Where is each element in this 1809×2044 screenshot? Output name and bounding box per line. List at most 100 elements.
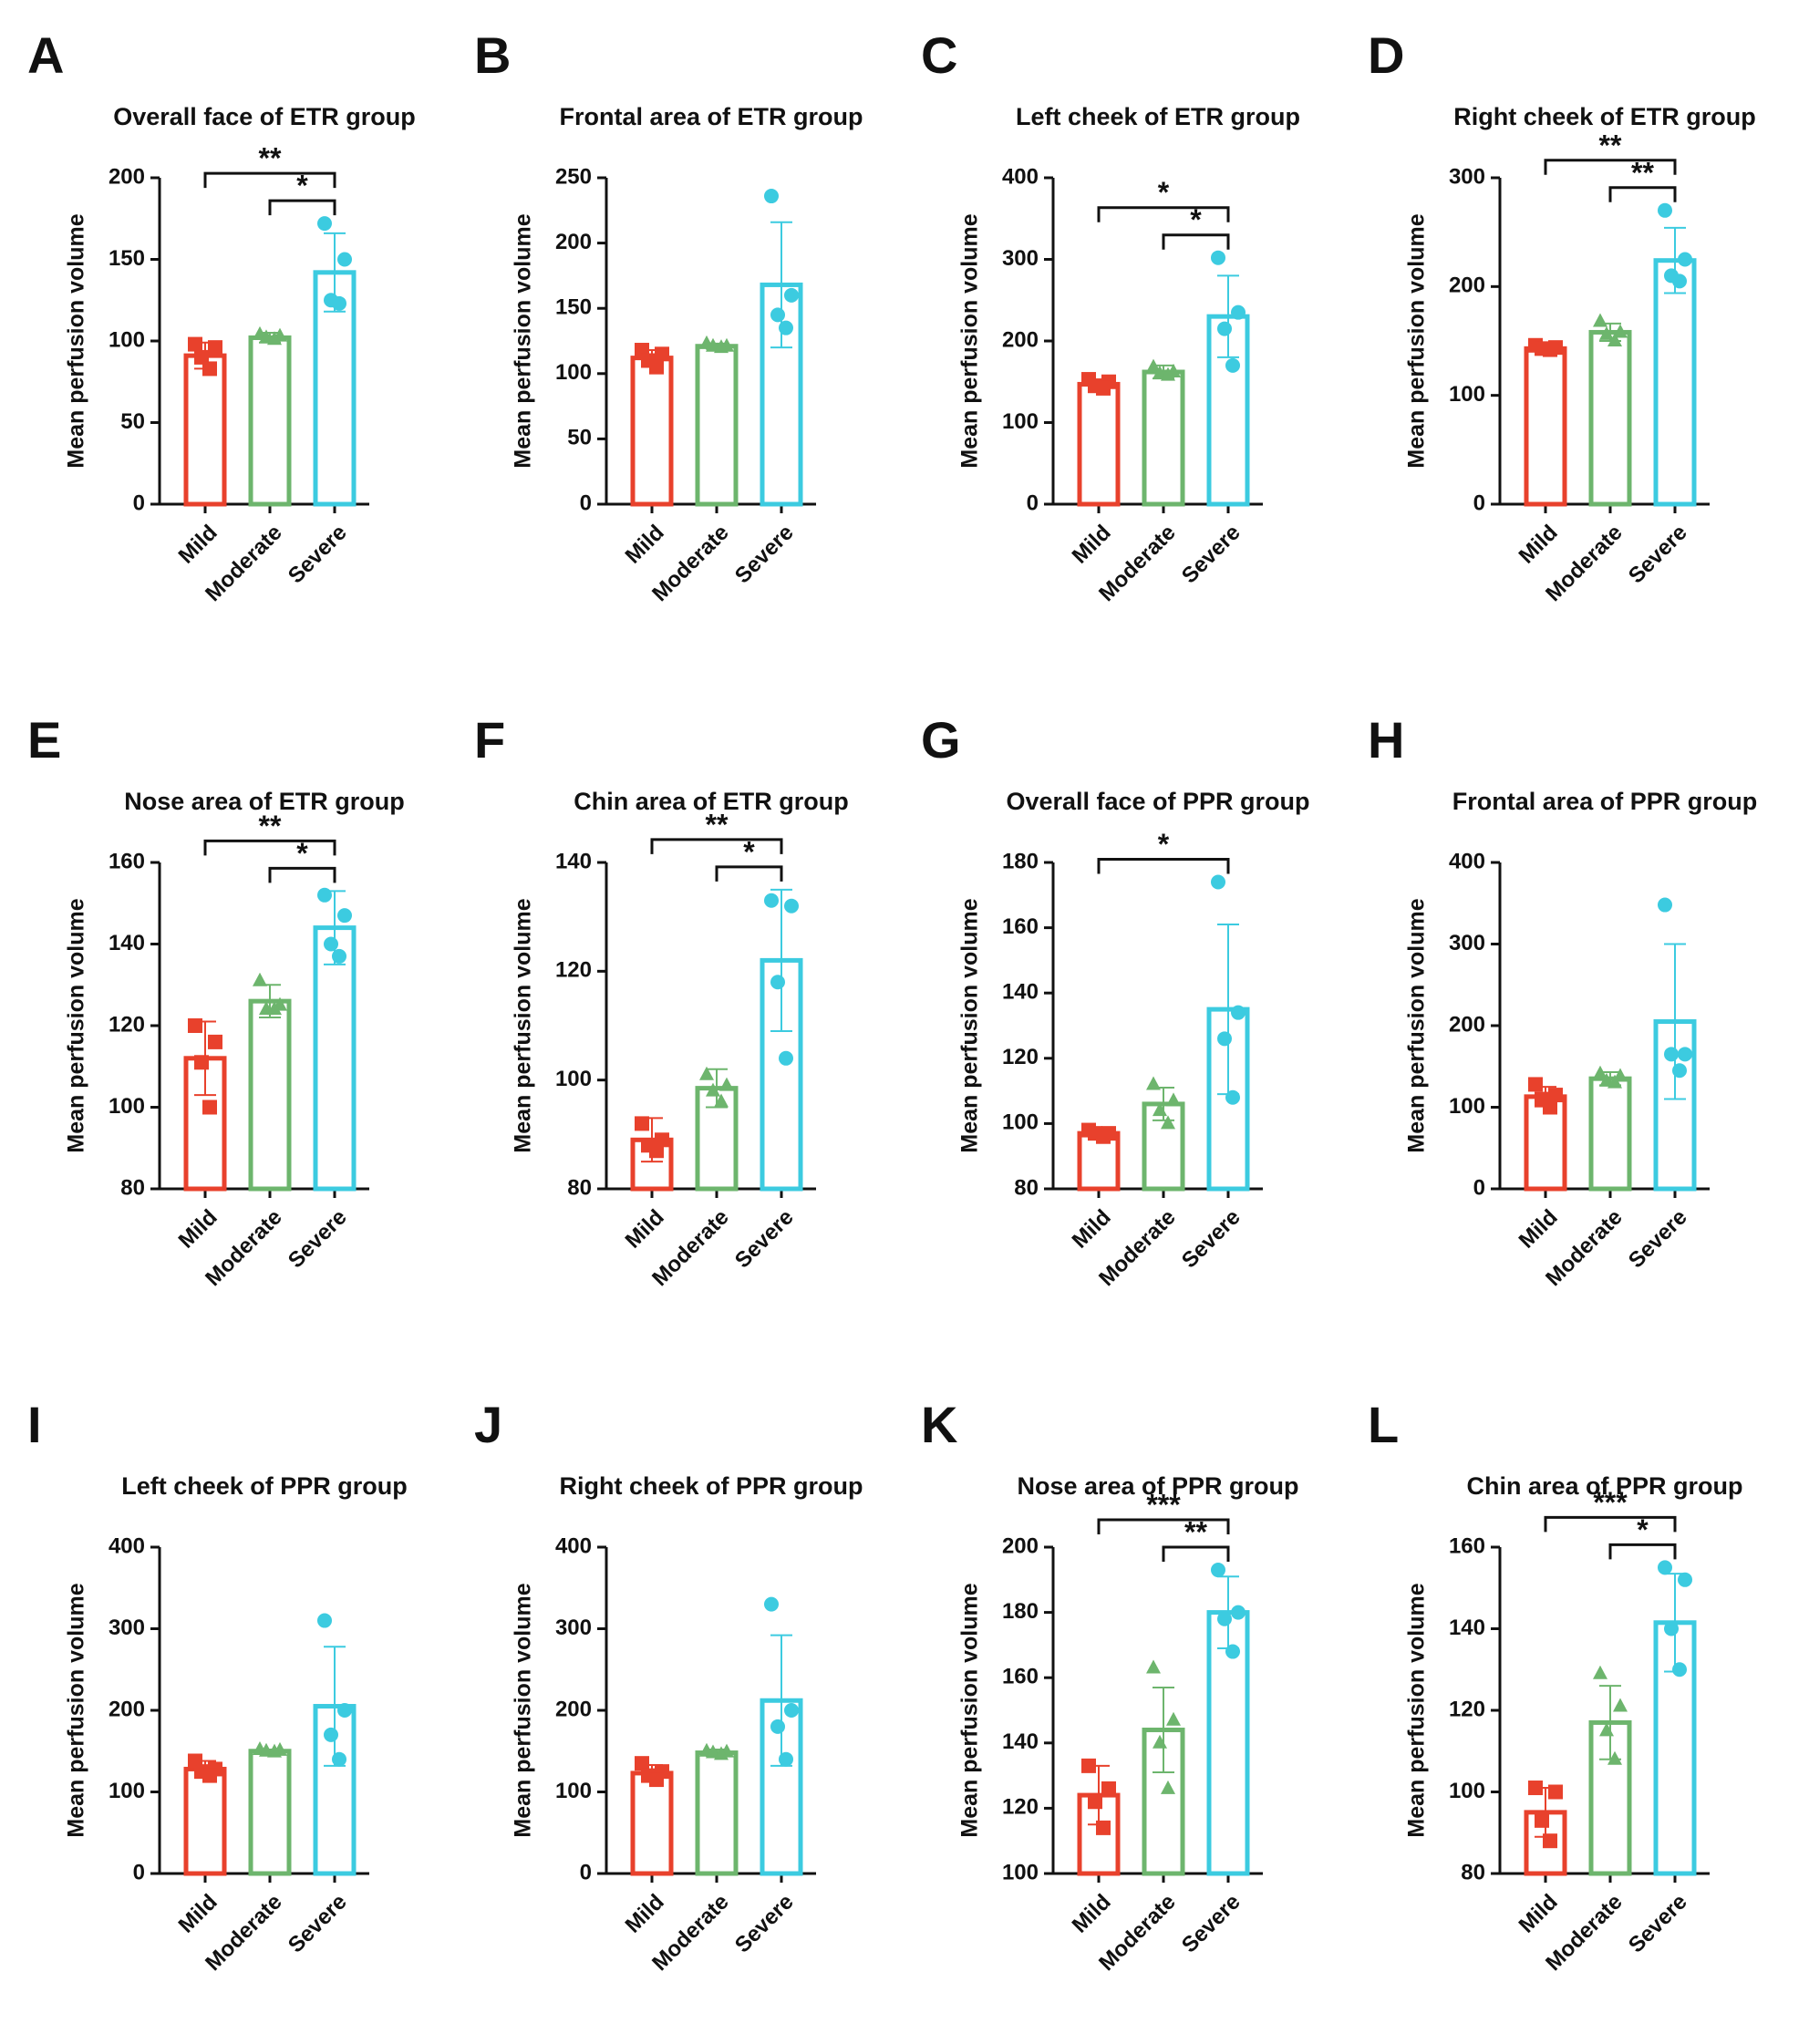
x-tick-label: Severe bbox=[1177, 1890, 1246, 1958]
y-tick-label: 300 bbox=[109, 1616, 145, 1640]
panel-letter: K bbox=[921, 1396, 957, 1453]
chart-title: Right cheek of ETR group bbox=[1453, 103, 1756, 130]
data-point bbox=[649, 1143, 664, 1159]
significance-label: *** bbox=[1146, 1489, 1181, 1522]
y-tick-label: 0 bbox=[1027, 490, 1039, 515]
panel-letter: A bbox=[27, 26, 64, 84]
bar bbox=[183, 1766, 227, 1876]
chart-title: Frontal area of ETR group bbox=[559, 103, 863, 130]
data-point bbox=[1096, 1129, 1111, 1144]
data-point bbox=[1161, 1780, 1175, 1794]
y-tick-label: 200 bbox=[1449, 1012, 1485, 1037]
data-point bbox=[714, 1746, 729, 1760]
data-point bbox=[1593, 1065, 1607, 1079]
significance-bracket bbox=[1544, 1515, 1677, 1533]
data-point bbox=[1096, 1820, 1111, 1835]
significance-bracket bbox=[1097, 1518, 1230, 1535]
data-point bbox=[1548, 1088, 1563, 1103]
significance-label: * bbox=[1190, 203, 1202, 236]
x-tick-label: Severe bbox=[730, 1205, 799, 1274]
data-point bbox=[699, 1066, 714, 1080]
data-point bbox=[1146, 358, 1161, 373]
y-tick-label: 400 bbox=[555, 1533, 592, 1558]
y-tick-label: 140 bbox=[1002, 1729, 1039, 1754]
data-point bbox=[267, 1001, 282, 1016]
y-tick-label: 400 bbox=[109, 1533, 145, 1558]
y-tick-label: 140 bbox=[109, 931, 145, 955]
significance-bracket bbox=[268, 199, 336, 216]
data-point bbox=[1607, 1750, 1622, 1765]
y-tick-label: 80 bbox=[1014, 1175, 1039, 1200]
data-point bbox=[1543, 1833, 1557, 1849]
data-point bbox=[324, 1727, 338, 1742]
x-tick-label: Severe bbox=[284, 1205, 352, 1274]
data-point bbox=[1543, 342, 1557, 357]
significance-bracket bbox=[715, 865, 783, 882]
data-point bbox=[208, 340, 222, 356]
x-tick-label: Mild bbox=[174, 1205, 222, 1254]
x-tick-label: Mild bbox=[1514, 1890, 1563, 1938]
y-axis-label: Mean perfusion volume bbox=[511, 1583, 536, 1837]
x-tick-label: Severe bbox=[1624, 1890, 1692, 1958]
significance-bracket bbox=[1097, 857, 1230, 874]
data-point bbox=[332, 1751, 346, 1767]
chart-title: Nose area of ETR group bbox=[124, 788, 405, 815]
x-tick-label: Mild bbox=[621, 1890, 669, 1938]
x-tick-label: Severe bbox=[730, 1890, 799, 1958]
data-point bbox=[1211, 1563, 1225, 1578]
x-tick-label: Severe bbox=[730, 521, 799, 589]
data-point bbox=[770, 1719, 785, 1734]
data-point bbox=[1166, 1711, 1181, 1726]
data-point bbox=[337, 1703, 352, 1718]
y-tick-label: 100 bbox=[555, 1067, 592, 1091]
data-point bbox=[714, 339, 729, 354]
chart-title: Overall face of ETR group bbox=[113, 103, 416, 130]
chart-title: Right cheek of PPR group bbox=[559, 1472, 863, 1500]
x-tick-label: Severe bbox=[1177, 1205, 1246, 1274]
significance-label: ** bbox=[259, 142, 282, 175]
y-tick-label: 80 bbox=[1461, 1860, 1485, 1884]
significance-label: ** bbox=[1599, 129, 1622, 161]
data-point bbox=[1664, 1047, 1679, 1062]
data-point bbox=[649, 359, 664, 375]
y-tick-label: 200 bbox=[555, 230, 592, 254]
data-point bbox=[202, 1099, 217, 1115]
data-point bbox=[194, 1055, 209, 1070]
data-point bbox=[337, 908, 352, 924]
x-tick-label: Mild bbox=[1068, 521, 1116, 569]
panel: L Chin area of PPR group Mean perfusion vo… bbox=[1368, 1396, 1743, 1976]
y-tick-label: 100 bbox=[109, 1779, 145, 1803]
y-tick-label: 120 bbox=[109, 1012, 145, 1037]
x-tick-label: Mild bbox=[174, 521, 222, 569]
significance-bracket bbox=[1608, 1543, 1677, 1560]
data-point bbox=[1146, 1659, 1161, 1674]
data-point bbox=[1599, 1722, 1614, 1737]
y-tick-label: 100 bbox=[1449, 1094, 1485, 1119]
data-point bbox=[202, 1768, 217, 1783]
data-point bbox=[202, 361, 217, 377]
y-axis-label: Mean perfusion volume bbox=[1404, 213, 1430, 468]
y-tick-label: 80 bbox=[120, 1175, 145, 1200]
data-point bbox=[1161, 1115, 1175, 1130]
data-point bbox=[779, 1751, 793, 1767]
y-tick-label: 50 bbox=[567, 426, 592, 450]
data-point bbox=[324, 936, 338, 952]
data-point bbox=[1217, 1611, 1232, 1626]
data-point bbox=[1678, 1572, 1692, 1587]
significance-label: * bbox=[1158, 176, 1170, 209]
data-point bbox=[784, 287, 799, 303]
panel-letter: I bbox=[27, 1396, 42, 1453]
data-point bbox=[188, 1018, 202, 1033]
x-tick-label: Mild bbox=[1068, 1890, 1116, 1938]
significance-bracket bbox=[650, 838, 783, 854]
y-tick-label: 200 bbox=[109, 1697, 145, 1721]
data-point bbox=[779, 320, 793, 336]
x-tick-label: Mild bbox=[1514, 1205, 1563, 1254]
x-tick-label: Severe bbox=[284, 1890, 352, 1958]
data-point bbox=[764, 189, 779, 204]
data-point bbox=[1217, 1031, 1232, 1047]
data-point bbox=[1593, 313, 1607, 327]
panel-letter: L bbox=[1368, 1396, 1399, 1453]
y-tick-label: 180 bbox=[1002, 849, 1039, 873]
y-tick-label: 200 bbox=[1002, 327, 1039, 352]
